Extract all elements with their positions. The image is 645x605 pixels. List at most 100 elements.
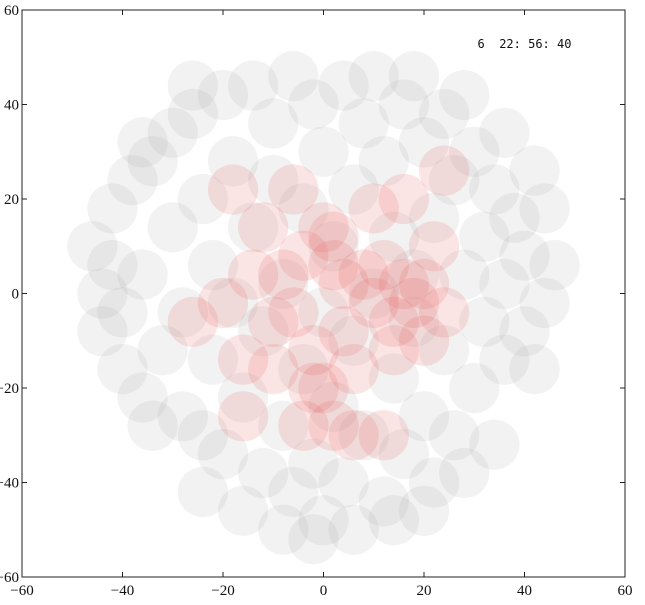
gray-point [358, 476, 409, 527]
gray-point [147, 107, 198, 158]
red-point [278, 230, 329, 281]
gray-point [378, 429, 430, 480]
y-tick-label: −40 [0, 476, 19, 492]
red-point [268, 164, 319, 215]
gray-point [217, 372, 269, 423]
gray-point [509, 343, 560, 395]
gray-point [248, 98, 299, 149]
gray-point [107, 154, 158, 206]
gray-point [217, 485, 269, 536]
red-point [207, 164, 259, 215]
gray-point [398, 485, 450, 536]
red-point [288, 325, 339, 376]
red-point [197, 277, 249, 329]
gray-point [358, 136, 409, 187]
gray-point [258, 258, 309, 310]
gray-point [439, 249, 490, 300]
gray-point [268, 51, 319, 102]
red-point [308, 240, 359, 291]
gray-point [157, 391, 208, 442]
gray-point [228, 202, 279, 253]
red-point [268, 287, 319, 338]
gray-point [207, 136, 259, 187]
gray-point [388, 249, 440, 300]
x-tick-label: 20 [417, 583, 432, 599]
red-point [318, 258, 369, 310]
gray-point [117, 249, 168, 300]
red-point [368, 325, 419, 376]
red-point [238, 202, 289, 253]
gray-point [298, 126, 349, 177]
gray-point [479, 258, 530, 310]
timestamp-annotation: 6 22: 56: 40 [478, 37, 572, 51]
gray-point [378, 79, 430, 130]
red-point [378, 173, 430, 225]
points-layer [67, 51, 580, 565]
gray-point [298, 495, 349, 546]
gray-point [489, 192, 540, 244]
red-point [328, 343, 379, 395]
red-point [228, 249, 279, 300]
gray-point [459, 211, 510, 262]
gray-point [147, 202, 198, 253]
gray-point [338, 98, 389, 149]
gray-point [499, 230, 550, 281]
red-point [298, 362, 349, 414]
gray-point [117, 372, 168, 423]
gray-point [328, 315, 379, 366]
gray-point [388, 296, 440, 347]
red-point [368, 296, 419, 347]
gray-point [529, 240, 580, 291]
red-point [408, 221, 460, 272]
red-point [398, 315, 450, 366]
gray-point [167, 88, 218, 140]
gray-point [398, 117, 450, 168]
gray-point [288, 514, 339, 565]
gray-point [449, 126, 500, 177]
red-point [328, 410, 379, 461]
gray-point [439, 447, 490, 499]
ticks-layer: −60 −40 −20 0 20 40 60 −60 −40 −20 0 20 40 60 [0, 3, 633, 599]
gray-point [177, 466, 229, 518]
red-point [298, 202, 349, 253]
gray-point [449, 362, 500, 414]
gray-point [519, 183, 570, 234]
gray-point [479, 334, 530, 385]
gray-point [408, 457, 460, 508]
gray-point [278, 183, 329, 234]
gray-point [278, 343, 329, 395]
gray-point [348, 51, 399, 102]
gray-point [388, 51, 440, 102]
gray-point [248, 154, 299, 206]
red-point [258, 249, 309, 300]
gray-point [308, 381, 359, 433]
gray-point [87, 240, 138, 291]
x-tick-label: −40 [111, 583, 134, 599]
gray-point [308, 221, 359, 272]
gray-point [97, 343, 148, 395]
gray-point [418, 88, 470, 140]
gray-point [127, 400, 178, 451]
gray-point [479, 107, 530, 158]
gray-point [127, 136, 178, 187]
x-tick-label: 0 [320, 583, 328, 599]
y-tick-label: −60 [0, 570, 19, 586]
gray-point [137, 325, 188, 376]
gray-point [519, 277, 570, 329]
red-point [217, 391, 269, 442]
red-point [388, 277, 440, 329]
red-point [248, 296, 299, 347]
gray-point [207, 277, 259, 329]
x-tick-label: 40 [517, 583, 532, 599]
red-point [308, 400, 359, 451]
gray-point [429, 410, 480, 461]
red-point [398, 258, 450, 310]
gray-point [368, 211, 419, 262]
gray-point [187, 240, 239, 291]
gray-point [238, 447, 289, 499]
gray-point [328, 504, 379, 555]
gray-point [157, 287, 208, 338]
x-tick-label: −60 [10, 583, 33, 599]
gray-point [429, 154, 480, 206]
